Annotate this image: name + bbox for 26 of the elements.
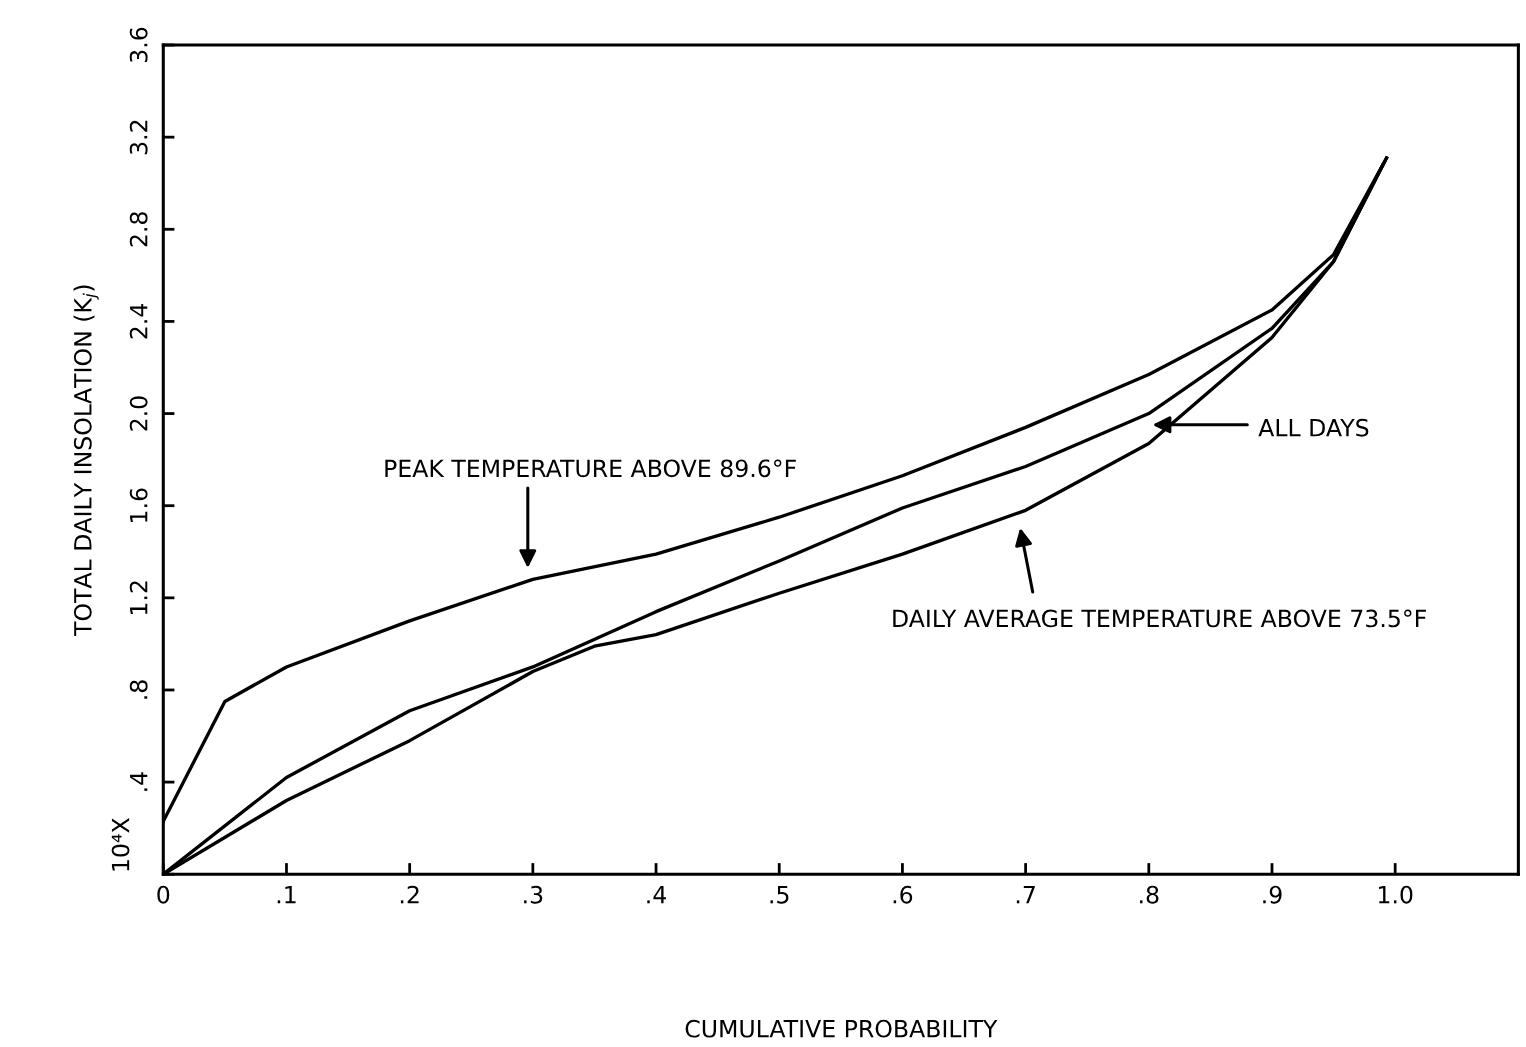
x-tick-label: .9: [1263, 885, 1282, 904]
x-tick-label: .2: [400, 885, 419, 904]
x-tick-label: .7: [1016, 886, 1035, 904]
x-tick-label: .6: [893, 885, 913, 904]
y-tick-label: 2.4: [129, 303, 148, 339]
x-tick-label: .1: [277, 886, 296, 904]
y-tick-label: 1.6: [129, 488, 148, 522]
y-tick-label: 2.8: [129, 212, 148, 247]
x-axis-title: CUMULATIVE PROBABILITY: [685, 1019, 998, 1038]
annotation: DAILY AVERAGE TEMPERATURE ABOVE 73.5°F: [893, 609, 1426, 628]
y-tick-label: 2.0: [129, 396, 148, 431]
annotation: PEAK TEMPERATURE ABOVE 89.6°F: [385, 459, 796, 478]
y-tick-label: 3.6: [129, 27, 148, 62]
x-tick-label: .5: [770, 886, 789, 904]
x-tick-label: .8: [1140, 885, 1159, 904]
x-tick-label: 1.0: [1379, 885, 1413, 904]
x-tick-label: 0: [157, 885, 170, 904]
y-tick-label: 3.2: [129, 120, 148, 155]
text: 10⁴X: [111, 818, 130, 871]
annotation: ALL DAYS: [1258, 418, 1369, 437]
x-tick-label: .4: [647, 886, 666, 904]
y-axis-title: TOTAL DAILY INSOLATION (K$_{j}$): [73, 285, 99, 637]
y-tick-label: .8: [129, 680, 148, 699]
x-tick-label: .3: [524, 885, 543, 904]
y-tick-label: .4: [130, 772, 148, 791]
y-tick-label: 1.2: [129, 581, 148, 615]
